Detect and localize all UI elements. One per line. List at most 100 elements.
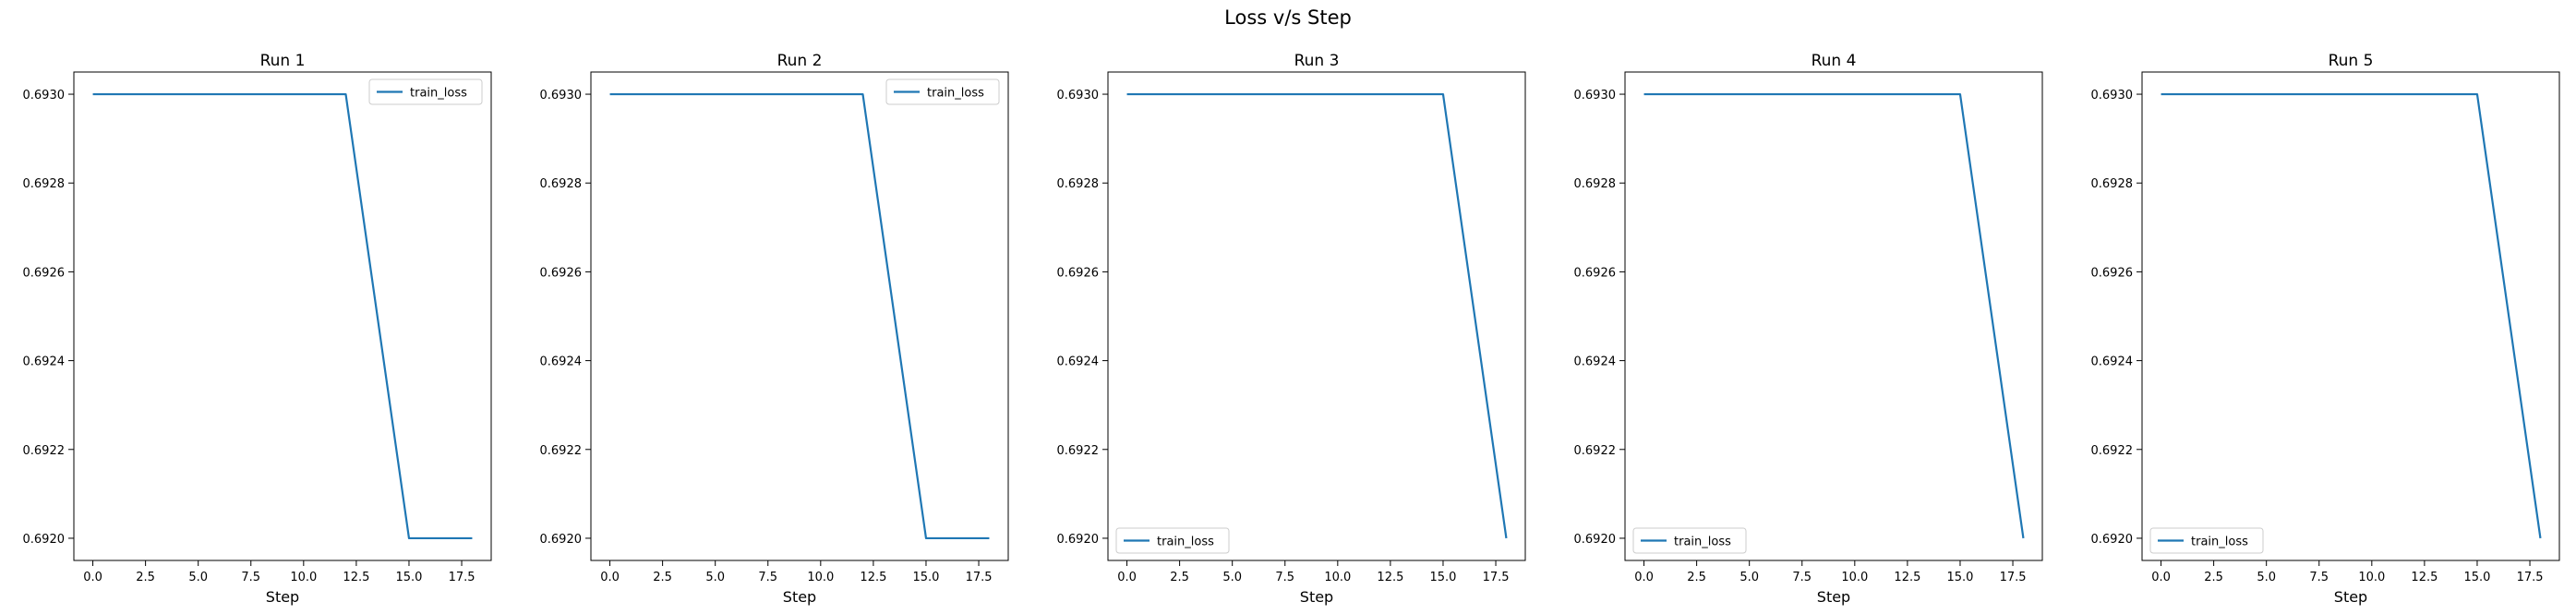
y-tick-label: 0.6928 [1057,177,1100,191]
x-tick-label: 10.0 [1324,571,1351,584]
x-tick-label: 12.5 [1377,571,1403,584]
x-tick-label: 12.5 [860,571,886,584]
x-tick-label: 7.5 [1275,571,1294,584]
y-tick-label: 0.6930 [1057,89,1100,102]
x-tick-label: 7.5 [2309,571,2329,584]
subplot-run-1: Run 1 0.0 2.5 5.0 7.5 10.0 12.5 15.0 17.5 0.6920 0… [23,52,492,606]
axes-frame [590,71,1009,561]
x-tick-label: 0.0 [600,571,620,584]
x-tick-label: 15.0 [1429,571,1456,584]
x-tick-label: 12.5 [1894,571,1920,584]
series-line-train-loss [92,92,473,540]
y-tick-label: 0.6920 [1057,533,1100,547]
subplot-title: Run 4 [1812,52,1857,70]
legend-label: train_loss [2191,536,2248,549]
y-tick-label: 0.6930 [2091,89,2134,102]
subplot-title: Run 2 [777,52,823,70]
x-tick-label: 17.5 [1483,571,1510,584]
legend: train_loss [885,78,1000,105]
subplot-run-2: Run 2 0.0 2.5 5.0 7.5 10.0 12.5 15.0 17.5 0.6920 0… [540,52,1009,606]
y-tick-label: 0.6930 [540,89,583,102]
axes-frame [2141,71,2560,561]
y-tick-label: 0.6926 [1574,266,1617,280]
y-tick-label: 0.6924 [1574,355,1617,369]
series-line-train-loss [1126,92,1508,539]
legend: train_loss [1632,527,1747,554]
y-tick-label: 0.6924 [1057,355,1100,369]
x-tick-label: 0.0 [2151,571,2171,584]
x-tick-label: 2.5 [653,571,672,584]
y-tick-label: 0.6924 [2091,355,2134,369]
x-tick-label: 5.0 [1739,571,1759,584]
y-tick-label: 0.6920 [1574,533,1617,547]
y-tick-label: 0.6926 [540,266,583,280]
x-tick-label: 2.5 [136,571,155,584]
x-tick-label: 17.5 [449,571,475,584]
x-axis-label: Step [1817,588,1850,606]
x-tick-label: 17.5 [2517,571,2544,584]
series-line-train-loss [1643,92,2025,539]
x-tick-label: 5.0 [705,571,725,584]
axes-frame [1624,71,2043,561]
x-tick-label: 10.0 [1841,571,1868,584]
x-tick-label: 17.5 [2000,571,2027,584]
x-tick-label: 7.5 [241,571,260,584]
y-tick-label: 0.6922 [540,444,583,458]
series-line-train-loss [2161,92,2542,539]
x-tick-label: 10.0 [290,571,317,584]
x-axis-label: Step [2334,588,2367,606]
subplot-run-3: Run 3 0.0 2.5 5.0 7.5 10.0 12.5 15.0 17.5 0.6920 0… [1057,52,1526,606]
subplot-title: Run 1 [260,52,306,70]
y-tick-label: 0.6922 [2091,444,2134,458]
y-tick-label: 0.6928 [540,177,583,191]
y-tick-label: 0.6922 [1574,444,1617,458]
x-tick-label: 15.0 [1946,571,1973,584]
y-tick-label: 0.6920 [2091,533,2134,547]
x-tick-label: 0.0 [1634,571,1654,584]
x-tick-label: 5.0 [2257,571,2276,584]
x-tick-label: 7.5 [1792,571,1812,584]
x-tick-label: 12.5 [343,571,369,584]
y-tick-label: 0.6926 [1057,266,1100,280]
x-tick-label: 10.0 [2358,571,2385,584]
y-tick-label: 0.6924 [540,355,583,369]
x-tick-label: 2.5 [2204,571,2223,584]
x-tick-label: 15.0 [2463,571,2490,584]
y-tick-label: 0.6926 [2091,266,2134,280]
legend: train_loss [368,78,483,105]
x-axis-label: Step [783,588,816,606]
legend-box [1632,527,1747,554]
x-axis-label: Step [1300,588,1333,606]
y-tick-label: 0.6928 [2091,177,2134,191]
legend-label: train_loss [1674,536,1731,549]
x-axis-label: Step [266,588,299,606]
subplots: Run 1 0.0 2.5 5.0 7.5 10.0 12.5 15.0 17.5 0.6920 0… [23,52,2560,606]
axes-frame [1107,71,1526,561]
y-tick-label: 0.6924 [23,355,66,369]
x-tick-label: 17.5 [966,571,993,584]
y-tick-label: 0.6922 [23,444,66,458]
x-tick-label: 2.5 [1170,571,1189,584]
series-line-train-loss [609,92,990,540]
y-tick-label: 0.6928 [1574,177,1617,191]
legend-label: train_loss [927,87,984,101]
subplot-title: Run 3 [1294,52,1340,70]
legend: train_loss [2149,527,2264,554]
x-tick-label: 15.0 [912,571,939,584]
legend-label: train_loss [1157,536,1214,549]
axes-frame [73,71,492,561]
subplot-run-4: Run 4 0.0 2.5 5.0 7.5 10.0 12.5 15.0 17.5 0.6920 0… [1574,52,2043,606]
legend-label: train_loss [410,87,467,101]
legend-box [1115,527,1230,554]
y-tick-label: 0.6920 [23,533,66,547]
x-tick-label: 15.0 [395,571,422,584]
figure-title: Loss v/s Step [1224,6,1352,29]
x-tick-label: 5.0 [1222,571,1242,584]
subplot-run-5: Run 5 0.0 2.5 5.0 7.5 10.0 12.5 15.0 17.5 0.6920 0… [2091,52,2560,606]
legend-box [2149,527,2264,554]
x-tick-label: 10.0 [807,571,834,584]
y-tick-label: 0.6928 [23,177,66,191]
legend-box [885,78,1000,105]
legend: train_loss [1115,527,1230,554]
